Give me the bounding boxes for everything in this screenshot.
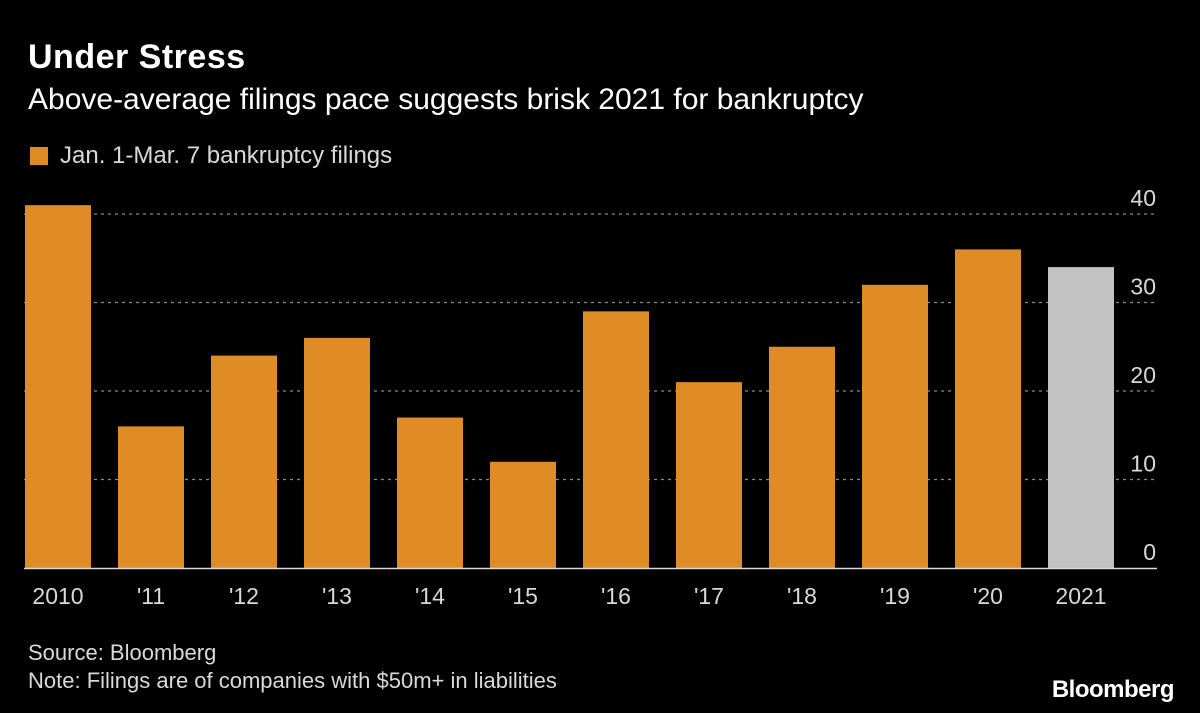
- bar-2010: [25, 205, 91, 568]
- y-tick-label: 30: [1130, 274, 1156, 300]
- bars: [25, 205, 1114, 568]
- x-tick-label: '18: [787, 583, 817, 609]
- x-tick-label: 2010: [32, 583, 83, 609]
- chart-subtitle: Above-average filings pace suggests bris…: [28, 83, 864, 116]
- bar-17: [676, 382, 742, 568]
- bloomberg-logo: Bloomberg: [1051, 676, 1175, 703]
- bar-12: [211, 355, 277, 568]
- source-text: Source: Bloomberg: [28, 640, 217, 665]
- legend: Jan. 1-Mar. 7 bankruptcy filings: [30, 142, 392, 170]
- x-tick-label: '17: [694, 583, 724, 609]
- bar-14: [397, 417, 463, 568]
- y-tick-label: 10: [1130, 451, 1156, 477]
- x-tick-label: '14: [415, 583, 445, 609]
- x-tick-label: '19: [880, 583, 910, 609]
- bar-2021: [1048, 267, 1114, 568]
- bar-11: [118, 426, 184, 568]
- note-text: Note: Filings are of companies with $50m…: [28, 668, 557, 693]
- y-tick-label: 0: [1143, 539, 1156, 565]
- bar-15: [490, 461, 556, 568]
- bar-16: [583, 311, 649, 568]
- chart-title: Under Stress: [28, 38, 246, 76]
- y-tick-label: 20: [1130, 362, 1156, 388]
- legend-label: Jan. 1-Mar. 7 bankruptcy filings: [60, 142, 393, 169]
- x-tick-label: '15: [508, 583, 538, 609]
- x-tick-label: '12: [229, 583, 259, 609]
- y-tick-label: 40: [1130, 185, 1156, 211]
- x-tick-label: '20: [973, 583, 1003, 609]
- tick-labels: 0 10 20 30 40 2010 '11 '12 '13 '14 '15 '16 '17 '18 '19…: [32, 185, 1156, 609]
- x-tick-label: 2021: [1055, 583, 1106, 609]
- x-tick-label: '16: [601, 583, 631, 609]
- x-tick-label: '13: [322, 583, 352, 609]
- bar-20: [955, 249, 1021, 568]
- bar-19: [862, 284, 928, 568]
- legend-swatch: [30, 147, 48, 165]
- bar-18: [769, 346, 835, 568]
- bar-13: [304, 337, 370, 568]
- x-tick-label: '11: [137, 583, 165, 609]
